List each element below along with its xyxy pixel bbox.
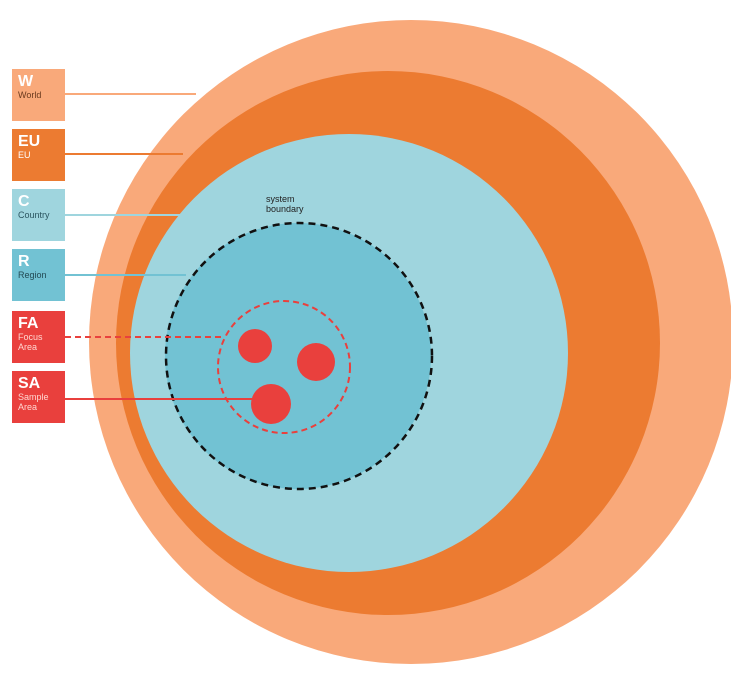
legend-focus-area-code: FA bbox=[18, 315, 39, 332]
legend-region-code: R bbox=[18, 253, 30, 270]
sample-area-dot bbox=[238, 329, 272, 363]
legend-world-label: World bbox=[18, 90, 42, 100]
system-boundary-circle bbox=[164, 221, 434, 491]
sample-area-dot bbox=[251, 384, 291, 424]
legend-region: R Region bbox=[12, 249, 65, 301]
legend-world: W World bbox=[12, 69, 65, 121]
legend-eu-label: EU bbox=[18, 150, 31, 160]
system-boundary-label: system boundary bbox=[266, 194, 304, 214]
focus-area-circle bbox=[217, 300, 351, 434]
legend-focus-area-label: Focus Area bbox=[18, 332, 43, 352]
legend-eu-code: EU bbox=[18, 133, 41, 150]
legend-eu: EU EU bbox=[12, 129, 65, 181]
legend-country-label: Country bbox=[18, 210, 50, 220]
sample-area-dot bbox=[297, 343, 335, 381]
legend-sample-area-label: Sample Area bbox=[18, 392, 49, 412]
legend-sample-area-code: SA bbox=[18, 375, 41, 392]
legend-focus-area: FA Focus Area bbox=[12, 311, 65, 363]
legend-country-code: C bbox=[18, 193, 30, 210]
legend-world-code: W bbox=[18, 73, 34, 90]
legend-sample-area: SA Sample Area bbox=[12, 371, 65, 423]
legend-region-label: Region bbox=[18, 270, 47, 280]
legend-country: C Country bbox=[12, 189, 65, 241]
